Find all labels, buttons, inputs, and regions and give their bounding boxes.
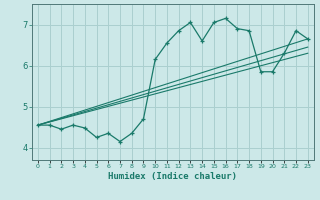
- X-axis label: Humidex (Indice chaleur): Humidex (Indice chaleur): [108, 172, 237, 181]
